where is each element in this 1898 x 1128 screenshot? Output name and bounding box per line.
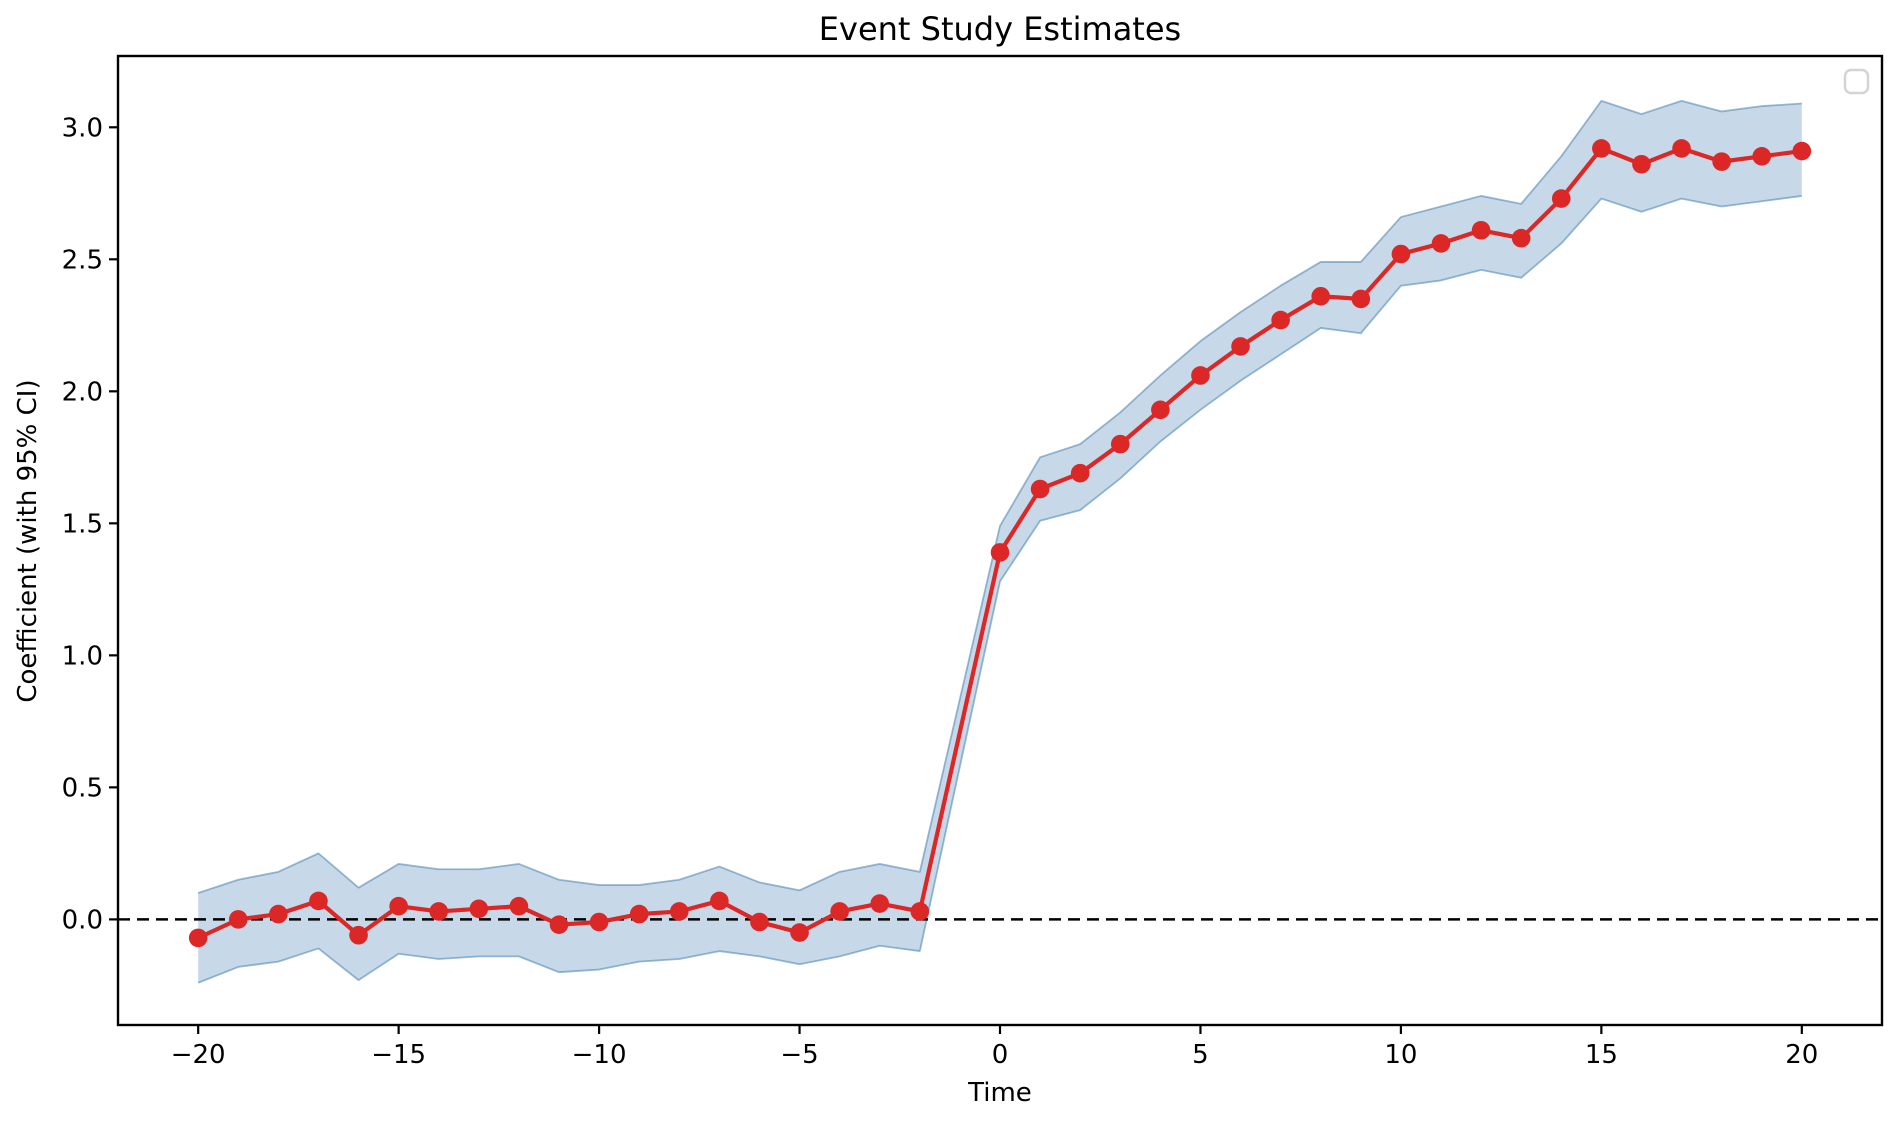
x-axis-label: Time [968, 1078, 1032, 1108]
y-tick-label: 2.0 [62, 377, 103, 407]
data-point-t-5 [790, 923, 809, 942]
data-point-t3 [1110, 434, 1130, 454]
y-tick-label: 2.5 [62, 245, 103, 275]
data-point-t5 [1191, 366, 1210, 385]
data-point-t-18 [269, 904, 288, 924]
x-tick-label: −5 [780, 1040, 818, 1070]
data-point-t-14 [429, 902, 449, 921]
data-point-t-10 [589, 912, 609, 932]
data-point-t7 [1271, 310, 1290, 330]
data-point-t15 [1592, 139, 1611, 158]
data-point-t0 [990, 543, 1010, 562]
data-point-t-13 [469, 899, 489, 919]
x-tick-label: 20 [1785, 1040, 1818, 1070]
ci-band-lower-edge [197, 195, 1802, 984]
data-point-t18 [1712, 152, 1731, 171]
data-point-t14 [1551, 189, 1571, 208]
data-point-t-2 [910, 902, 930, 921]
y-tick-label: 1.5 [62, 509, 103, 539]
y-axis-label: Coefficient (with 95% CI) [13, 379, 43, 703]
data-point-t17 [1672, 139, 1691, 158]
data-point-t4 [1151, 400, 1170, 420]
y-tick-label: 1.0 [62, 641, 103, 671]
data-point-t-7 [710, 891, 729, 911]
chart-title: Event Study Estimates [818, 10, 1182, 48]
data-point-t-3 [870, 894, 890, 913]
data-point-t-19 [228, 910, 248, 929]
data-point-t-6 [750, 912, 769, 932]
y-tick-label: 3.0 [62, 113, 103, 143]
legend-box [1843, 68, 1870, 95]
data-point-t-8 [669, 902, 689, 921]
data-point-t-12 [509, 896, 529, 916]
x-tick-label: 10 [1384, 1040, 1417, 1070]
y-tick-label: 0.0 [62, 905, 103, 935]
data-point-t-11 [549, 915, 569, 934]
data-point-t11 [1431, 234, 1451, 253]
data-point-t-17 [309, 891, 328, 911]
data-point-t-9 [629, 904, 649, 924]
data-point-t-16 [349, 925, 368, 945]
data-point-t19 [1752, 147, 1772, 166]
y-tick-label: 0.5 [62, 773, 103, 803]
data-point-t6 [1231, 337, 1250, 356]
data-point-t2 [1070, 463, 1090, 483]
data-point-t12 [1471, 220, 1491, 240]
coefficient-line [196, 146, 1804, 940]
x-tick-label: −15 [371, 1040, 426, 1070]
data-point-t-15 [389, 896, 408, 916]
x-tick-label: 0 [992, 1040, 1009, 1070]
data-point-t1 [1030, 479, 1050, 499]
data-point-t20 [1792, 141, 1812, 161]
ci-band-upper-edge [197, 99, 1802, 894]
data-point-t16 [1632, 154, 1651, 174]
data-point-t9 [1351, 289, 1371, 309]
data-point-t-4 [830, 902, 849, 921]
data-point-t13 [1511, 228, 1531, 248]
plot-border [116, 54, 1884, 1027]
ci-band [198, 100, 1802, 983]
x-tick-label: 5 [1192, 1040, 1209, 1070]
data-point-t-20 [188, 928, 208, 948]
x-tick-label: 15 [1585, 1040, 1618, 1070]
x-tick-label: −20 [171, 1040, 226, 1070]
data-point-t10 [1391, 244, 1411, 264]
x-tick-label: −10 [572, 1040, 627, 1070]
data-point-t8 [1311, 286, 1331, 306]
